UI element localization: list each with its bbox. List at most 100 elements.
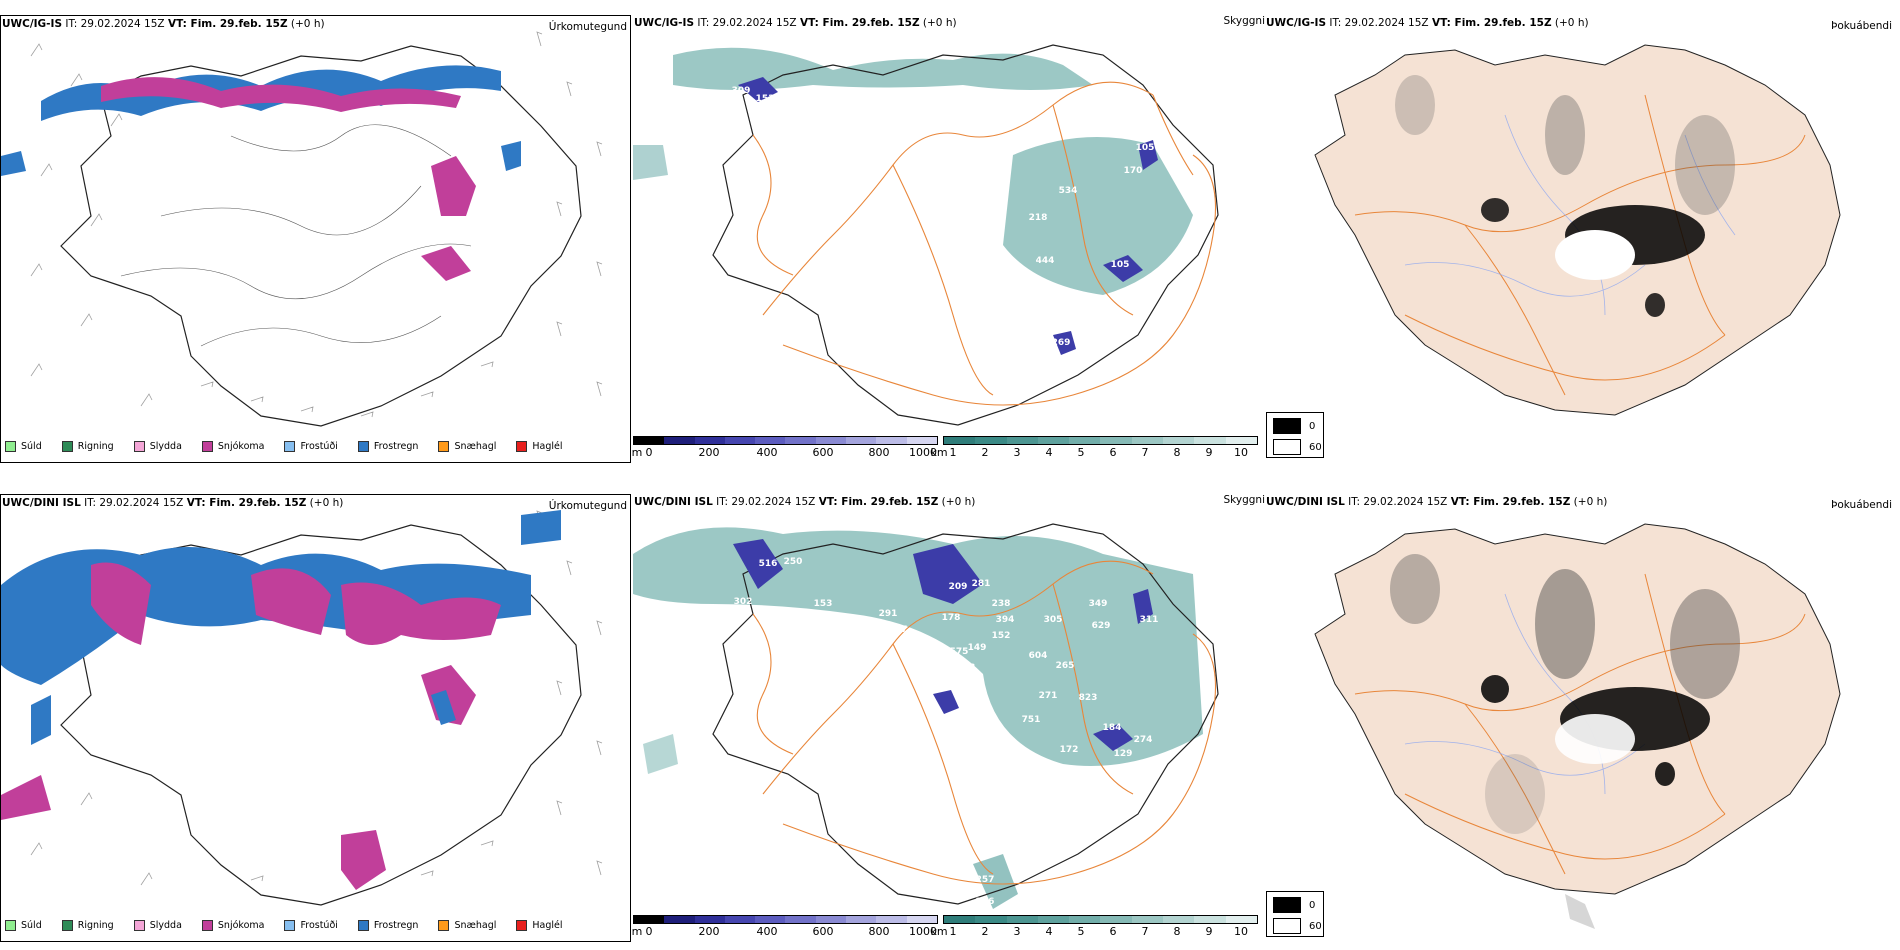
vis-label: 105 xyxy=(1136,143,1155,153)
precip-header-top: UWC/IG-IS IT: 29.02.2024 15Z VT: Fim. 29… xyxy=(2,18,325,30)
fog-title-top: Þokuábendi xyxy=(1831,20,1892,32)
vis-tick: 10 xyxy=(1234,446,1248,459)
visibility-colorbar-top: km 1 2 3 4 5 6 7 8 9 10 xyxy=(930,436,1258,459)
legend-item-frostregn: Frostregn xyxy=(357,441,418,452)
ceiling-colorbar-bottom: m 0 200 400 600 800 1000 xyxy=(631,915,938,938)
vis-tick: 5 xyxy=(1077,446,1085,459)
vis-label: 172 xyxy=(1060,745,1079,755)
fog-swatch xyxy=(1273,439,1301,455)
vis-tick: 8 xyxy=(1173,925,1181,938)
vis-label: 188 xyxy=(784,643,803,653)
ceiling-tick: 1000 xyxy=(909,925,937,938)
legend-swatch xyxy=(133,920,145,931)
vis-label: 274 xyxy=(1134,735,1153,745)
precip-panel-bottom: UWC/DINI ISL IT: 29.02.2024 15Z VT: Fim.… xyxy=(0,494,631,942)
ceiling-colorbar-top: m 0 200 400 600 800 1000 xyxy=(631,436,938,459)
fog-swatch xyxy=(1273,897,1301,913)
ceiling-tick: 400 xyxy=(756,925,778,938)
legend-swatch xyxy=(438,920,450,931)
visibility-header-bottom: UWC/DINI ISL IT: 29.02.2024 15Z VT: Fim.… xyxy=(634,496,976,508)
vis-tick: 7 xyxy=(1141,925,1149,938)
legend-swatch xyxy=(201,920,213,931)
ceiling-tick: 200 xyxy=(698,925,720,938)
fog-title-bottom: Þokuábendi xyxy=(1831,499,1892,511)
visibility-map-bottom: 516 250 302 153 800 260 188 291 247 178 … xyxy=(633,523,1219,909)
legend-item-haglel: Haglél xyxy=(516,920,563,931)
vis-label: 218 xyxy=(1029,213,1048,223)
precip-map-bottom xyxy=(1,510,603,906)
fog-swatch xyxy=(1273,918,1301,934)
ceiling-tick: 600 xyxy=(812,446,834,459)
vis-tick: 8 xyxy=(1173,446,1181,459)
visibility-title-top: Skyggni xyxy=(1223,15,1266,27)
vis-tick: 6 xyxy=(1109,446,1117,459)
legend-item-frostregn: Frostregn xyxy=(357,920,418,931)
ceiling-unit: m xyxy=(631,446,643,459)
legend-item-slydda: Slydda xyxy=(133,441,182,452)
legend-item-frostudi: Frostúði xyxy=(284,441,338,452)
precip-title-top: Úrkomutegund xyxy=(548,21,627,33)
vis-tick: 5 xyxy=(1077,925,1085,938)
vis-label: 170 xyxy=(1124,166,1143,176)
vis-label: 394 xyxy=(996,615,1015,625)
legend-swatch xyxy=(5,441,16,452)
fog-swatch xyxy=(1273,418,1301,434)
vis-label: 823 xyxy=(1079,693,1098,703)
ceiling-colorbar-swatches xyxy=(633,915,938,924)
vis-label: 184 xyxy=(1103,723,1122,733)
legend-item-sudd: Súld xyxy=(5,441,42,452)
ceiling-tick: 400 xyxy=(756,446,778,459)
legend-item-snjokoma: Snjókoma xyxy=(201,441,264,452)
vis-label: 516 xyxy=(759,559,778,569)
ceiling-unit: m xyxy=(631,925,643,938)
vis-label: 604 xyxy=(1029,651,1048,661)
vis-unit: km xyxy=(930,925,948,938)
vis-label: 305 xyxy=(1044,615,1063,625)
fog-map-top xyxy=(1314,44,1841,416)
vis-label: 629 xyxy=(1092,621,1111,631)
legend-swatch xyxy=(133,441,145,452)
vis-tick: 9 xyxy=(1205,925,1213,938)
fog-legend-top: 0 60 xyxy=(1266,412,1324,458)
vis-label: 271 xyxy=(1039,691,1058,701)
precip-legend-bottom: Súld Rigning Slydda Snjókoma Frostúði Fr… xyxy=(5,920,583,931)
legend-item-slydda: Slydda xyxy=(133,920,182,931)
ceiling-tick: 0 xyxy=(645,446,653,459)
legend-swatch xyxy=(516,441,528,452)
vis-label: 302 xyxy=(734,597,753,607)
iceland-outline xyxy=(712,44,1219,426)
vis-label: 105 xyxy=(1111,260,1130,270)
fog-header-bottom: UWC/DINI ISL IT: 29.02.2024 15Z VT: Fim.… xyxy=(1266,496,1608,508)
visibility-map-top: 309 153 105 534 170 444 105 218 269 xyxy=(633,44,1219,426)
vis-tick: 6 xyxy=(1109,925,1117,938)
vis-tick: 3 xyxy=(1013,925,1021,938)
visibility-panel-top: 309 153 105 534 170 444 105 218 269 UWC/… xyxy=(631,15,1266,463)
vis-label: 209 xyxy=(949,582,968,592)
vis-tick: 1 xyxy=(949,925,957,938)
vis-tick: 3 xyxy=(1013,446,1021,459)
legend-item-rigning: Rigning xyxy=(61,920,114,931)
vis-label: 534 xyxy=(1059,186,1078,196)
legend-item-sudd: Súld xyxy=(5,920,42,931)
legend-swatch xyxy=(284,920,296,931)
vis-label: 349 xyxy=(1089,599,1108,609)
vis-tick: 4 xyxy=(1045,446,1053,459)
vis-label: 800 xyxy=(769,625,788,635)
vis-tick: 4 xyxy=(1045,925,1053,938)
ceiling-colorbar-swatches xyxy=(633,436,938,445)
vis-label: 265 xyxy=(1056,661,1075,671)
ceiling-tick: 0 xyxy=(645,925,653,938)
vis-label: 270 xyxy=(949,719,968,729)
ceiling-tick: 600 xyxy=(812,925,834,938)
visibility-colorbar-swatches xyxy=(943,915,1258,924)
vis-label: 291 xyxy=(879,609,898,619)
legend-item-haglel: Haglél xyxy=(516,441,563,452)
fog-legend-bottom: 0 60 xyxy=(1266,891,1324,937)
precip-title-bottom: Úrkomutegund xyxy=(548,500,627,512)
vis-label: 444 xyxy=(1036,256,1055,266)
precip-panel-top: UWC/IG-IS IT: 29.02.2024 15Z VT: Fim. 29… xyxy=(0,15,631,463)
ceiling-tick: 1000 xyxy=(909,446,937,459)
vis-tick: 1 xyxy=(949,446,957,459)
vis-tick: 2 xyxy=(981,925,989,938)
vis-label: 246 xyxy=(976,897,995,907)
